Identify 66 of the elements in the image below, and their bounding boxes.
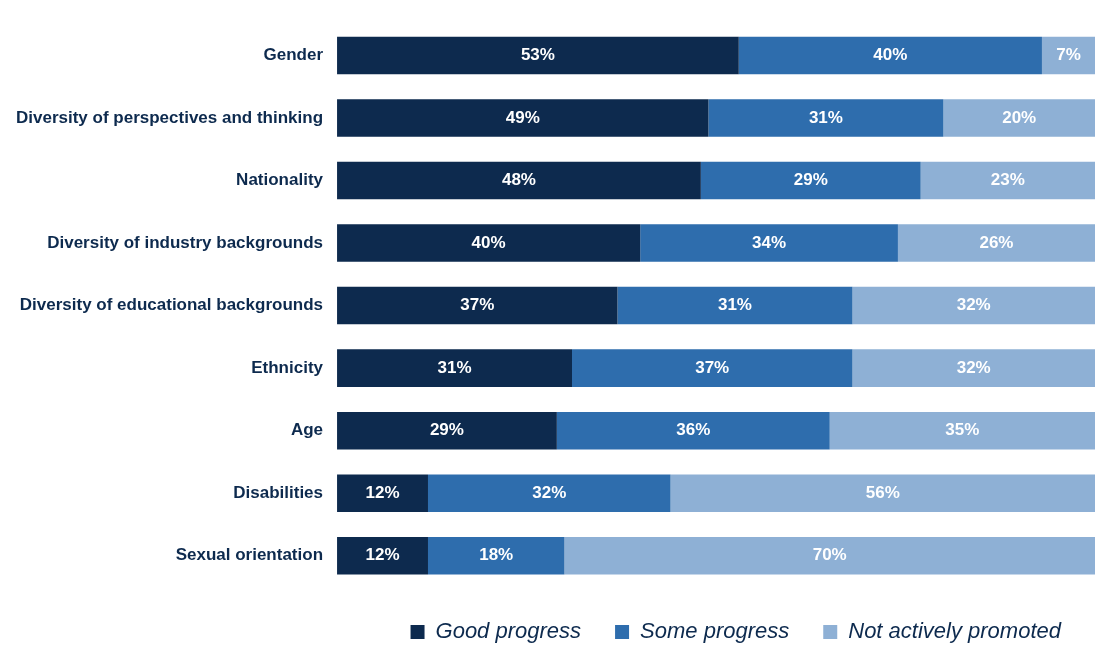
data-label: 32% [532,482,567,502]
y-tick-label: Nationality [236,170,324,190]
legend-label: Some progress [640,618,790,644]
bar [556,411,830,450]
data-label: 26% [979,232,1014,252]
data-label: 32% [956,357,991,377]
data-label: 35% [945,420,980,440]
legend-label: Good progress [435,618,582,644]
bar [337,536,428,575]
bar [337,36,739,75]
bar [700,161,921,200]
data-label: 12% [365,482,400,502]
data-label: 34% [752,232,787,252]
data-label: 48% [501,170,536,190]
bar [337,349,572,387]
data-label: 37% [695,357,730,377]
bar [427,536,565,575]
bar [897,224,1095,262]
bar [640,224,898,262]
data-label: 12% [365,545,400,565]
data-label: 53% [520,45,555,65]
y-tick-label: Disabilities [233,482,324,502]
y-tick-label: Sexual orientation [175,545,324,565]
data-label: 31% [717,295,752,315]
bar [337,474,428,512]
data-label: 20% [1002,107,1037,127]
bar [337,411,557,450]
y-tick-label: Gender [263,45,324,65]
bar [829,411,1095,450]
data-label: 32% [956,295,991,315]
data-label: 29% [429,420,464,440]
data-label: 29% [793,170,828,190]
data-label: 23% [990,170,1025,190]
y-tick-label: Diversity of educational backgrounds [19,295,324,315]
data-label: 40% [873,45,908,65]
bar [738,36,1042,75]
data-label: 7% [1056,45,1081,65]
bar [1041,36,1095,75]
y-tick-label: Diversity of perspectives and thinking [16,107,324,127]
data-label: 49% [505,107,540,127]
bar [337,99,709,137]
y-tick-label: Diversity of industry backgrounds [47,232,324,252]
bar [337,286,618,325]
legend-label: Not actively promoted [848,618,1062,644]
bar [708,99,944,137]
bar [852,286,1095,325]
bar [852,349,1095,387]
data-label: 37% [460,295,495,315]
data-label: 31% [437,357,472,377]
bar [337,161,701,200]
bar [427,474,671,512]
bar [337,224,641,262]
bar [572,349,853,387]
data-label: 70% [812,545,847,565]
data-label: 56% [865,482,900,502]
data-label: 36% [676,420,711,440]
y-tick-label: Age [290,420,324,440]
data-label: 40% [471,232,506,252]
data-label: 18% [479,545,514,565]
data-label: 31% [808,107,843,127]
bar [564,536,1095,575]
bar [617,286,853,325]
bar [943,99,1095,137]
bar [920,161,1095,200]
bar [670,474,1095,512]
y-tick-label: Ethnicity [251,357,324,377]
